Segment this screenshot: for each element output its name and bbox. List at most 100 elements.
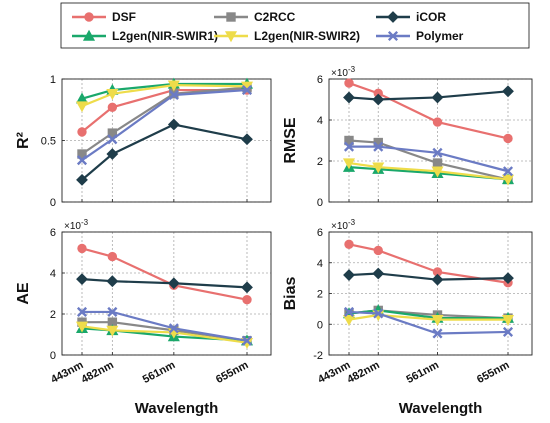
x-tick-label: 482nm	[79, 359, 116, 386]
y-tick-label: 0	[317, 197, 323, 209]
data-point	[372, 93, 385, 106]
data-point	[76, 155, 88, 166]
data-point	[241, 85, 253, 96]
y-tick-label: 0.5	[41, 136, 56, 148]
x-tick-label: 443nm	[316, 359, 353, 386]
series-line	[81, 247, 248, 301]
data-point	[432, 147, 443, 158]
y-exponent: ×10-3	[331, 65, 356, 79]
legend-label: L2gen(NIR-SWIR2)	[254, 29, 360, 43]
legend-entry-l2gen-nir-swir2: L2gen(NIR-SWIR2)	[214, 29, 360, 43]
y-tick-label: 4	[50, 268, 56, 280]
data-point	[242, 294, 252, 305]
y-tick-label: 6	[50, 227, 56, 239]
y-axis-label: AE	[15, 282, 32, 305]
data-point	[76, 273, 88, 286]
series-line	[348, 90, 509, 101]
data-point	[343, 269, 355, 281]
series-line	[81, 86, 248, 155]
series-line	[348, 82, 509, 140]
series-icor	[343, 267, 514, 286]
data-point	[106, 148, 119, 160]
data-point	[77, 149, 87, 159]
legend-marker	[226, 12, 236, 22]
data-point	[502, 272, 514, 285]
data-point	[77, 127, 87, 137]
data-point	[343, 306, 355, 317]
series-polymer	[343, 306, 514, 339]
panel-r: 0 0.5 1 R²	[15, 74, 272, 209]
legend-label: Polymer	[416, 29, 464, 43]
y-axis-label: Bias	[282, 277, 299, 311]
data-point	[107, 102, 118, 112]
data-point	[502, 85, 514, 98]
plot-frame	[328, 78, 533, 203]
legend-marker	[224, 31, 238, 43]
series-icor	[76, 273, 253, 294]
legend-marker	[387, 30, 399, 42]
data-point	[501, 314, 515, 326]
y-tick-label: 4	[317, 115, 323, 127]
series-l2gen-nir-swir2	[342, 158, 515, 186]
series-line	[348, 313, 508, 321]
x-axis-label: Wavelength	[399, 400, 483, 417]
legend-label: iCOR	[416, 10, 446, 24]
y-axis-label: R²	[15, 132, 32, 149]
series-line	[348, 310, 509, 335]
data-point	[107, 134, 118, 145]
legend-entry-c2rcc: C2RCC	[214, 10, 296, 24]
data-point	[372, 162, 385, 174]
data-point	[75, 101, 89, 113]
data-point	[106, 89, 119, 100]
x-axis-label: Wavelength	[135, 400, 219, 417]
series-line	[81, 82, 247, 100]
legend-marker	[82, 29, 96, 41]
data-point	[343, 141, 355, 152]
legend-entry-polymer: Polymer	[376, 29, 464, 43]
data-point	[344, 239, 354, 250]
legend-entry-icor: iCOR	[376, 10, 446, 24]
x-tick-label: 443nm	[49, 359, 86, 386]
data-point	[373, 245, 383, 256]
series-line	[349, 145, 509, 173]
series-line	[348, 243, 509, 284]
data-point	[432, 117, 443, 127]
legend-label: L2gen(NIR-SWIR1)	[112, 29, 218, 43]
y-tick-label: 0	[50, 350, 56, 362]
series-line	[81, 278, 248, 289]
y-axis-label: RMSE	[282, 117, 299, 164]
series-line	[348, 161, 509, 181]
series-l2gen-nir-swir2	[75, 80, 254, 113]
data-point	[77, 243, 87, 254]
data-point	[106, 325, 119, 337]
y-tick-label: 2	[317, 156, 323, 168]
data-point	[107, 128, 118, 138]
x-tick-label: 655nm	[475, 359, 512, 386]
data-point	[106, 275, 119, 288]
data-point	[342, 158, 356, 170]
legend-box	[60, 2, 530, 49]
data-point	[344, 78, 354, 88]
x-tick-label: 482nm	[345, 359, 382, 386]
data-point	[431, 166, 444, 178]
data-point	[372, 267, 385, 280]
data-point	[107, 251, 118, 262]
data-point	[373, 308, 384, 319]
x-tick-label: 561nm	[141, 359, 178, 386]
legend-marker	[84, 12, 94, 22]
y-tick-label: 0	[50, 197, 56, 209]
data-point	[241, 133, 253, 146]
y-tick-label: 2	[317, 289, 323, 301]
series-line	[348, 139, 509, 181]
data-point	[373, 141, 384, 152]
series-line	[81, 123, 248, 181]
legend-marker	[387, 11, 399, 23]
data-point	[501, 174, 515, 186]
data-point	[432, 328, 443, 339]
data-point	[168, 89, 179, 101]
legend-entry-dsf: DSF	[72, 10, 136, 24]
series-polymer	[343, 141, 514, 177]
